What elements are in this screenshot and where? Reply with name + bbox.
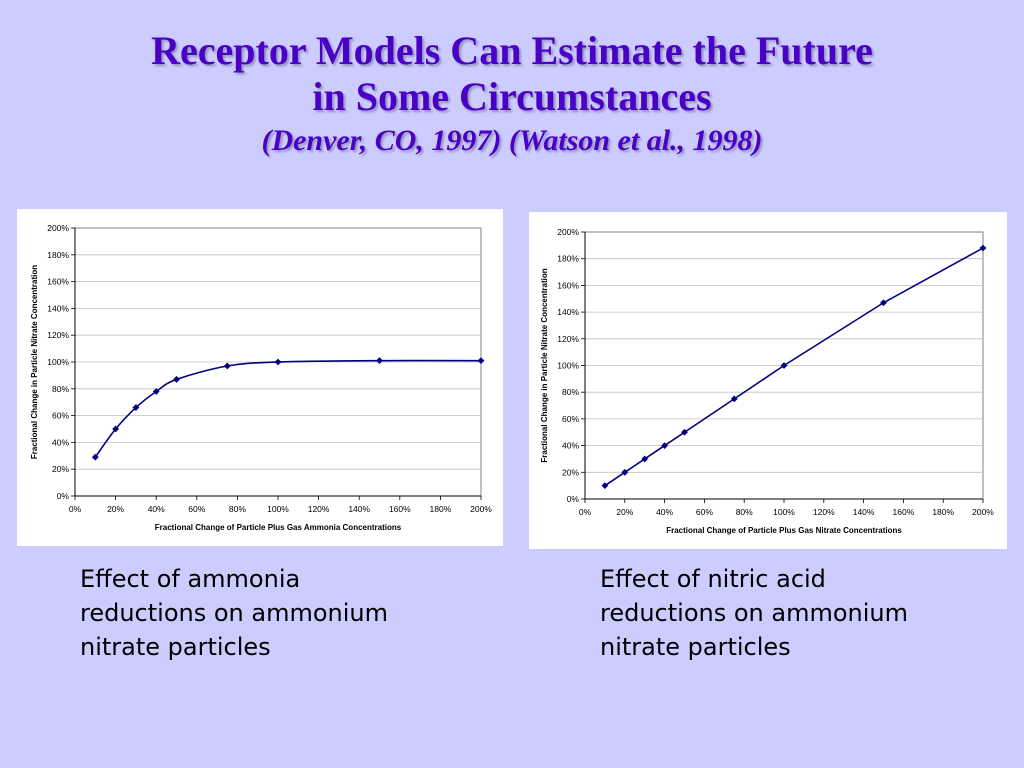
x-tick-label: 0% (579, 507, 592, 517)
y-tick-label: 40% (52, 437, 69, 447)
y-tick-label: 0% (567, 494, 580, 504)
data-point-marker (376, 357, 383, 365)
data-point-marker (601, 482, 609, 490)
left-caption-line: reductions on ammonium (80, 599, 388, 627)
y-tick-label: 120% (557, 334, 579, 344)
right-caption: Effect of nitric acid reductions on ammo… (600, 562, 908, 664)
x-tick-label: 120% (308, 504, 330, 514)
x-tick-label: 120% (813, 507, 835, 517)
x-tick-label: 180% (430, 504, 452, 514)
x-tick-label: 100% (267, 504, 289, 514)
data-point-marker (152, 388, 160, 395)
data-point-marker (223, 362, 231, 370)
left-caption-line: Effect of ammonia (80, 565, 301, 593)
x-axis-label: Fractional Change of Particle Plus Gas A… (155, 523, 402, 532)
x-tick-label: 20% (107, 504, 124, 514)
x-tick-label: 0% (69, 504, 82, 514)
left-caption-line: nitrate particles (80, 633, 271, 661)
data-point-marker (173, 376, 180, 383)
x-tick-label: 140% (853, 507, 875, 517)
data-point-marker (91, 453, 99, 461)
y-tick-label: 60% (52, 411, 69, 421)
y-tick-label: 120% (47, 330, 69, 340)
title-line-1: Receptor Models Can Estimate the Future (151, 28, 873, 73)
x-tick-label: 180% (932, 507, 954, 517)
data-point-marker (477, 357, 485, 365)
data-point-marker (112, 425, 119, 433)
y-tick-label: 160% (47, 277, 69, 287)
ammonia-chart-panel: 0% 20% 40% 60% 80% 100% 120% 140% 160% 180% 200% 0%… (17, 209, 503, 546)
y-tick-label: 180% (557, 254, 579, 264)
y-tick-label: 100% (557, 361, 579, 371)
x-tick-label: 140% (348, 504, 370, 514)
left-caption: Effect of ammonia reductions on ammonium… (80, 562, 388, 664)
data-point-marker (979, 244, 987, 252)
y-tick-label: 0% (57, 491, 70, 501)
y-tick-label: 160% (557, 280, 579, 290)
nitric-acid-chart-panel: 0% 20% 40% 60% 80% 100% 120% 140% 160% 180% 200% 0%… (529, 212, 1007, 549)
y-tick-label: 20% (562, 467, 579, 477)
x-tick-label: 160% (893, 507, 915, 517)
y-axis-label: Fractional Change in Particle Nitrate Co… (540, 268, 549, 462)
y-tick-label: 200% (47, 223, 69, 233)
slide-title: Receptor Models Can Estimate the Future … (0, 28, 1024, 160)
y-tick-label: 140% (557, 307, 579, 317)
data-point-marker (661, 442, 668, 449)
data-point-marker (880, 299, 887, 307)
y-tick-label: 140% (47, 303, 69, 313)
x-tick-label: 200% (470, 504, 492, 514)
y-tick-label: 200% (557, 227, 579, 237)
right-caption-line: nitrate particles (600, 633, 791, 661)
data-point-marker (641, 455, 649, 463)
x-tick-label: 40% (656, 507, 673, 517)
ammonia-chart: 0% 20% 40% 60% 80% 100% 120% 140% 160% 180% 200% 0%… (30, 223, 492, 532)
title-line-2: in Some Circumstances (312, 74, 712, 119)
data-point-marker (681, 428, 688, 436)
x-tick-label: 100% (773, 507, 795, 517)
right-caption-line: Effect of nitric acid (600, 565, 826, 593)
y-tick-label: 20% (52, 464, 69, 474)
y-axis-label: Fractional Change in Particle Nitrate Co… (30, 265, 39, 459)
data-point-marker (621, 468, 629, 476)
data-point-marker (780, 362, 788, 369)
x-tick-label: 40% (148, 504, 165, 514)
y-tick-label: 180% (47, 250, 69, 260)
y-tick-label: 100% (47, 357, 69, 367)
x-tick-label: 80% (229, 504, 246, 514)
data-point-marker (730, 395, 738, 403)
y-tick-label: 40% (562, 441, 579, 451)
x-tick-label: 20% (616, 507, 633, 517)
data-point-marker (274, 358, 282, 366)
x-tick-label: 200% (972, 507, 994, 517)
data-point-marker (132, 404, 140, 411)
x-axis-label: Fractional Change of Particle Plus Gas N… (666, 526, 902, 535)
x-tick-label: 60% (188, 504, 205, 514)
x-tick-label: 80% (736, 507, 753, 517)
right-caption-line: reductions on ammonium (600, 599, 908, 627)
y-tick-label: 80% (562, 387, 579, 397)
x-tick-label: 60% (696, 507, 713, 517)
nitric-acid-chart: 0% 20% 40% 60% 80% 100% 120% 140% 160% 180% 200% 0%… (540, 227, 994, 535)
x-tick-label: 160% (389, 504, 411, 514)
y-tick-label: 80% (52, 384, 69, 394)
y-tick-label: 60% (562, 414, 579, 424)
title-subtitle: (Denver, CO, 1997) (Watson et al., 1998) (261, 124, 763, 157)
